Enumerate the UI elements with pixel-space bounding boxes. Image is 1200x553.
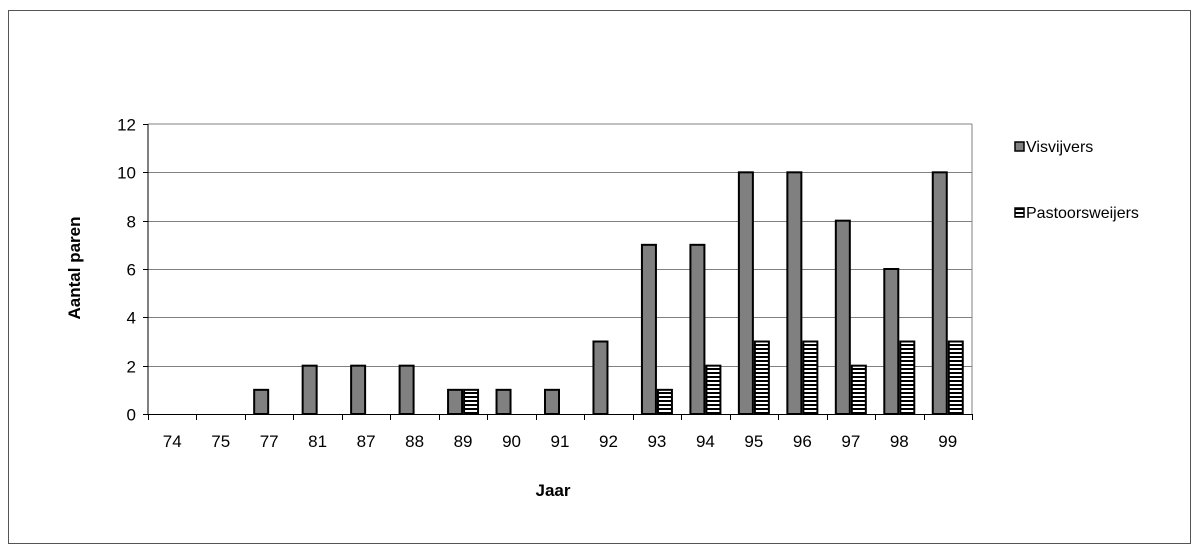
x-tick-label: 89 xyxy=(454,432,473,451)
bar-pastoorsweijers-97 xyxy=(850,364,867,415)
bar-visvijvers-97 xyxy=(834,219,851,415)
x-tick-label: 96 xyxy=(793,432,812,451)
bar-visvijvers-91 xyxy=(544,388,560,416)
bar-pastoorsweijers-96 xyxy=(802,340,819,415)
x-axis-title: Jaar xyxy=(536,481,571,500)
bar-visvijvers-99 xyxy=(931,171,948,415)
legend-swatch-visvijvers xyxy=(1014,141,1025,152)
bar-visvijvers-94 xyxy=(689,243,706,415)
bar-visvijvers-88 xyxy=(398,364,415,415)
x-tick-label: 87 xyxy=(357,432,376,451)
y-tick-label: 2 xyxy=(127,358,136,377)
x-tick-label: 92 xyxy=(599,432,618,451)
legend-label-visvijvers: Visvijvers xyxy=(1026,139,1093,156)
gridlines xyxy=(148,123,973,414)
y-tick-label: 8 xyxy=(127,213,136,232)
y-tick-label: 6 xyxy=(127,261,136,280)
bar-visvijvers-81 xyxy=(301,364,318,415)
x-tick-label: 88 xyxy=(405,432,424,451)
bar-visvijvers-77 xyxy=(253,388,270,416)
x-tick-label: 98 xyxy=(890,432,909,451)
bar-pastoorsweijers-98 xyxy=(899,340,916,415)
bar-pastoorsweijers-94 xyxy=(705,364,722,415)
legend-label-pastoorsweijers: Pastoorsweijers xyxy=(1026,205,1139,222)
bar-visvijvers-96 xyxy=(786,171,803,415)
y-tick-label: 0 xyxy=(127,406,136,425)
bar-visvijvers-98 xyxy=(883,268,900,415)
x-tick-label: 93 xyxy=(647,432,666,451)
y-tick-label: 4 xyxy=(127,309,136,328)
chart-frame xyxy=(8,10,1191,544)
bar-pastoorsweijers-99 xyxy=(947,340,964,415)
bar-visvijvers-92 xyxy=(592,340,609,415)
legend-swatch-pastoorsweijers xyxy=(1014,207,1025,218)
y-tick-label: 12 xyxy=(117,116,136,135)
axes: 0 2 4 6 8 10 12 74 75 77 81 87 88 89 90 91 92 93 94 95 96 97 9… xyxy=(117,116,973,451)
x-tick-label: 77 xyxy=(260,432,279,451)
bar-pastoorsweijers-95 xyxy=(753,340,770,415)
x-tick-label: 91 xyxy=(551,432,570,451)
x-tick-label: 94 xyxy=(696,432,715,451)
x-tick-label: 74 xyxy=(163,432,182,451)
x-tick-label: 75 xyxy=(211,432,230,451)
bar-visvijvers-89 xyxy=(447,388,464,416)
bar-pastoorsweijers-89 xyxy=(463,388,480,416)
bar-visvijvers-93 xyxy=(640,243,657,415)
bars xyxy=(253,171,964,416)
x-tick-label: 95 xyxy=(744,432,763,451)
legend: Visvijvers Pastoorsweijers xyxy=(1014,139,1139,222)
x-tick-label: 99 xyxy=(938,432,957,451)
bar-visvijvers-95 xyxy=(737,171,754,415)
x-tick-label: 90 xyxy=(502,432,521,451)
x-tick-label: 81 xyxy=(308,432,327,451)
x-tick-label: 97 xyxy=(841,432,860,451)
y-axis-title: Aantal paren xyxy=(65,217,84,320)
bar-pastoorsweijers-93 xyxy=(656,388,673,416)
bar-visvijvers-90 xyxy=(495,388,512,416)
y-tick-label: 10 xyxy=(117,164,136,183)
bar-visvijvers-87 xyxy=(350,364,367,415)
